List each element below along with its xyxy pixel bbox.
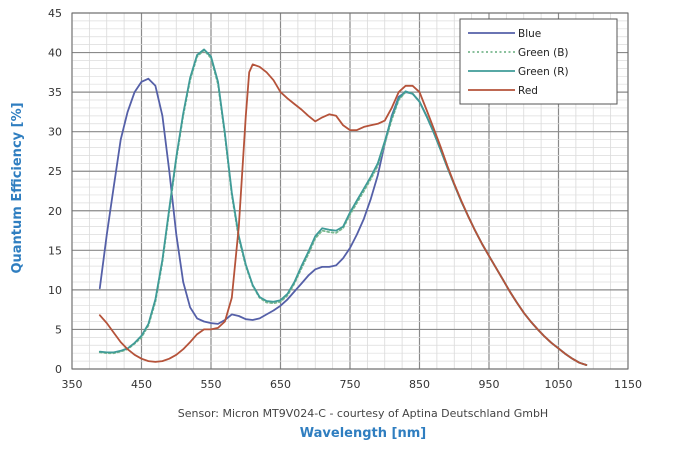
y-axis-ticks: 0 5 10 15 20 25 30 35 40 45 bbox=[48, 7, 62, 376]
x-tick-label: 1050 bbox=[545, 378, 573, 391]
legend-label: Blue bbox=[518, 28, 541, 40]
series-line-blue bbox=[98, 77, 588, 366]
y-tick-label: 15 bbox=[48, 244, 62, 257]
y-tick-label: 25 bbox=[48, 165, 62, 178]
chart-caption: Sensor: Micron MT9V024-C - courtesy of A… bbox=[178, 407, 548, 420]
y-tick-label: 0 bbox=[55, 363, 62, 376]
y-tick-label: 35 bbox=[48, 86, 62, 99]
x-tick-label: 550 bbox=[201, 378, 222, 391]
x-tick-label: 450 bbox=[131, 378, 152, 391]
x-axis-label: Wavelength [nm] bbox=[300, 426, 426, 441]
y-tick-label: 40 bbox=[48, 47, 62, 60]
series-lines bbox=[98, 48, 588, 366]
x-axis-ticks: 350 450 550 650 750 850 950 1050 1150 bbox=[62, 378, 643, 391]
legend-label: Green (B) bbox=[518, 47, 569, 59]
grid bbox=[71, 12, 629, 370]
plot-area bbox=[71, 12, 629, 370]
x-tick-label: 1150 bbox=[614, 378, 642, 391]
legend-label: Red bbox=[518, 85, 538, 97]
legend-label: Green (R) bbox=[518, 66, 569, 78]
y-tick-label: 10 bbox=[48, 284, 62, 297]
y-tick-label: 20 bbox=[48, 205, 62, 218]
series-line-red bbox=[98, 63, 588, 366]
x-tick-label: 850 bbox=[409, 378, 430, 391]
y-tick-label: 30 bbox=[48, 126, 62, 139]
y-axis-label: Quantum Efficiency [%] bbox=[10, 102, 25, 273]
legend: Blue Green (B) Green (R) Red bbox=[459, 18, 618, 105]
x-tick-label: 650 bbox=[270, 378, 291, 391]
y-tick-label: 45 bbox=[48, 7, 62, 20]
y-tick-label: 5 bbox=[55, 323, 62, 336]
x-tick-label: 750 bbox=[340, 378, 361, 391]
x-tick-label: 350 bbox=[62, 378, 83, 391]
x-tick-label: 950 bbox=[479, 378, 500, 391]
